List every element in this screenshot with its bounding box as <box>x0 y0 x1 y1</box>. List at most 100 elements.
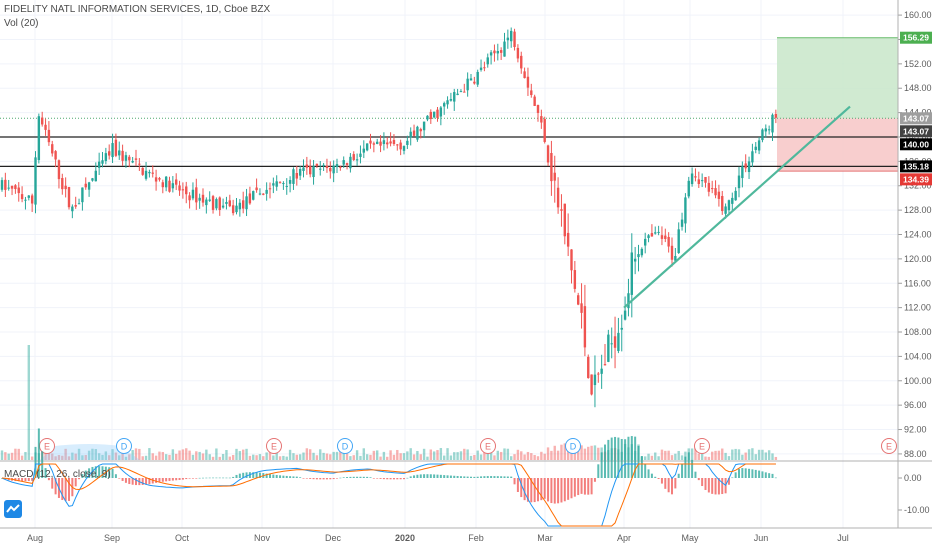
candle-body <box>104 153 108 162</box>
macd-histogram-bar <box>135 478 137 486</box>
macd-histogram-bar <box>285 475 288 478</box>
event-marker-label: E <box>699 442 705 452</box>
candle-body <box>406 140 409 145</box>
candle-body <box>168 180 171 192</box>
volume-bar <box>751 448 754 460</box>
macd-histogram-bar <box>339 477 342 479</box>
volume-bar <box>288 449 292 460</box>
macd-indicator-label[interactable]: MACD (12, 26, close, 9) <box>4 469 111 480</box>
volume-bar <box>422 448 426 460</box>
macd-histogram-bar <box>265 473 268 478</box>
candle-body <box>114 139 118 156</box>
macd-histogram-bar <box>620 438 623 478</box>
macd-histogram-bar <box>463 476 466 478</box>
candle-body <box>342 160 345 165</box>
macd-histogram-bar <box>624 439 627 478</box>
candle-body <box>711 188 714 190</box>
volume-bar <box>506 448 510 460</box>
candle-body <box>87 182 91 190</box>
volume-bar <box>30 456 34 460</box>
macd-histogram-bar <box>145 478 148 485</box>
volume-bar <box>570 451 573 460</box>
macd-histogram-bar <box>21 478 24 482</box>
volume-bar <box>218 456 221 460</box>
volume-bar <box>47 450 51 460</box>
volume-bar <box>674 453 677 460</box>
candle-body <box>57 160 61 180</box>
candle-body <box>677 229 680 253</box>
macd-histogram-bar <box>614 436 617 478</box>
volume-bar <box>20 455 24 460</box>
macd-histogram-bar <box>349 476 352 478</box>
candle-body <box>526 76 530 88</box>
candle-body <box>386 142 389 145</box>
volume-indicator-label[interactable]: Vol (20) <box>4 18 39 29</box>
volume-bar <box>195 451 198 460</box>
macd-histogram-bar <box>27 478 30 482</box>
volume-bar <box>181 449 185 460</box>
volume-bar <box>650 455 654 460</box>
candle-body <box>352 154 355 160</box>
macd-histogram-bar <box>677 473 680 478</box>
macd-histogram-bar <box>436 474 439 478</box>
volume-bar <box>597 447 600 460</box>
macd-histogram-bar <box>352 476 355 478</box>
macd-histogram-bar <box>459 476 462 478</box>
macd-histogram-bar <box>637 445 640 478</box>
candle-body <box>654 232 657 234</box>
candle-body <box>660 235 664 239</box>
candle-body <box>158 178 161 180</box>
macd-histogram-bar <box>292 476 295 478</box>
macd-histogram-bar <box>91 466 94 478</box>
macd-histogram-bar <box>520 478 523 498</box>
volume-bar <box>516 449 520 460</box>
volume-bar <box>84 454 87 460</box>
volume-bar <box>121 451 124 460</box>
candle-body <box>593 374 597 386</box>
volume-bar <box>17 448 20 460</box>
volume-bar <box>747 449 751 460</box>
macd-histogram-bar <box>573 478 576 497</box>
volume-bar <box>221 454 225 460</box>
volume-bar <box>355 450 359 460</box>
volume-bar <box>175 453 178 460</box>
price-label-badge <box>900 138 932 151</box>
candle-body <box>124 155 128 161</box>
volume-bar <box>74 453 77 460</box>
macd-histogram-bar <box>403 478 405 480</box>
macd-histogram-bar <box>607 439 610 478</box>
macd-histogram-bar <box>392 478 395 480</box>
macd-histogram-bar <box>299 477 302 478</box>
candle-body <box>540 116 543 123</box>
candle-body <box>469 78 473 81</box>
volume-bar <box>225 450 228 460</box>
volume-bar <box>148 448 151 460</box>
candle-body <box>674 255 677 261</box>
price-axis: 160.00156.00152.00148.00144.00140.00136.… <box>897 0 932 528</box>
macd-histogram-bar <box>453 475 456 478</box>
macd-histogram-bar <box>64 478 67 501</box>
macd-histogram-bar <box>674 478 677 489</box>
candle-body <box>587 356 590 379</box>
volume-bar <box>556 450 560 460</box>
macd-histogram-bar <box>168 478 171 481</box>
candle-body <box>570 249 573 271</box>
volume-bar <box>231 454 235 460</box>
candle-body <box>24 199 27 201</box>
volume-bar <box>593 445 597 460</box>
macd-histogram-bar <box>171 478 174 481</box>
macd-histogram-bar <box>232 476 235 478</box>
candle-body <box>432 111 436 118</box>
volume-bar <box>761 449 764 460</box>
y-tick-label: 100.00 <box>904 376 932 386</box>
macd-histogram-bar <box>215 477 218 479</box>
candle-body <box>443 103 446 107</box>
volume-bar <box>493 455 496 460</box>
volume-bar <box>118 455 121 460</box>
volume-bar <box>305 448 309 460</box>
macd-histogram-bar <box>704 478 707 490</box>
volume-bar <box>235 448 238 460</box>
macd-histogram-bar <box>600 452 603 478</box>
candle-body <box>637 254 640 258</box>
